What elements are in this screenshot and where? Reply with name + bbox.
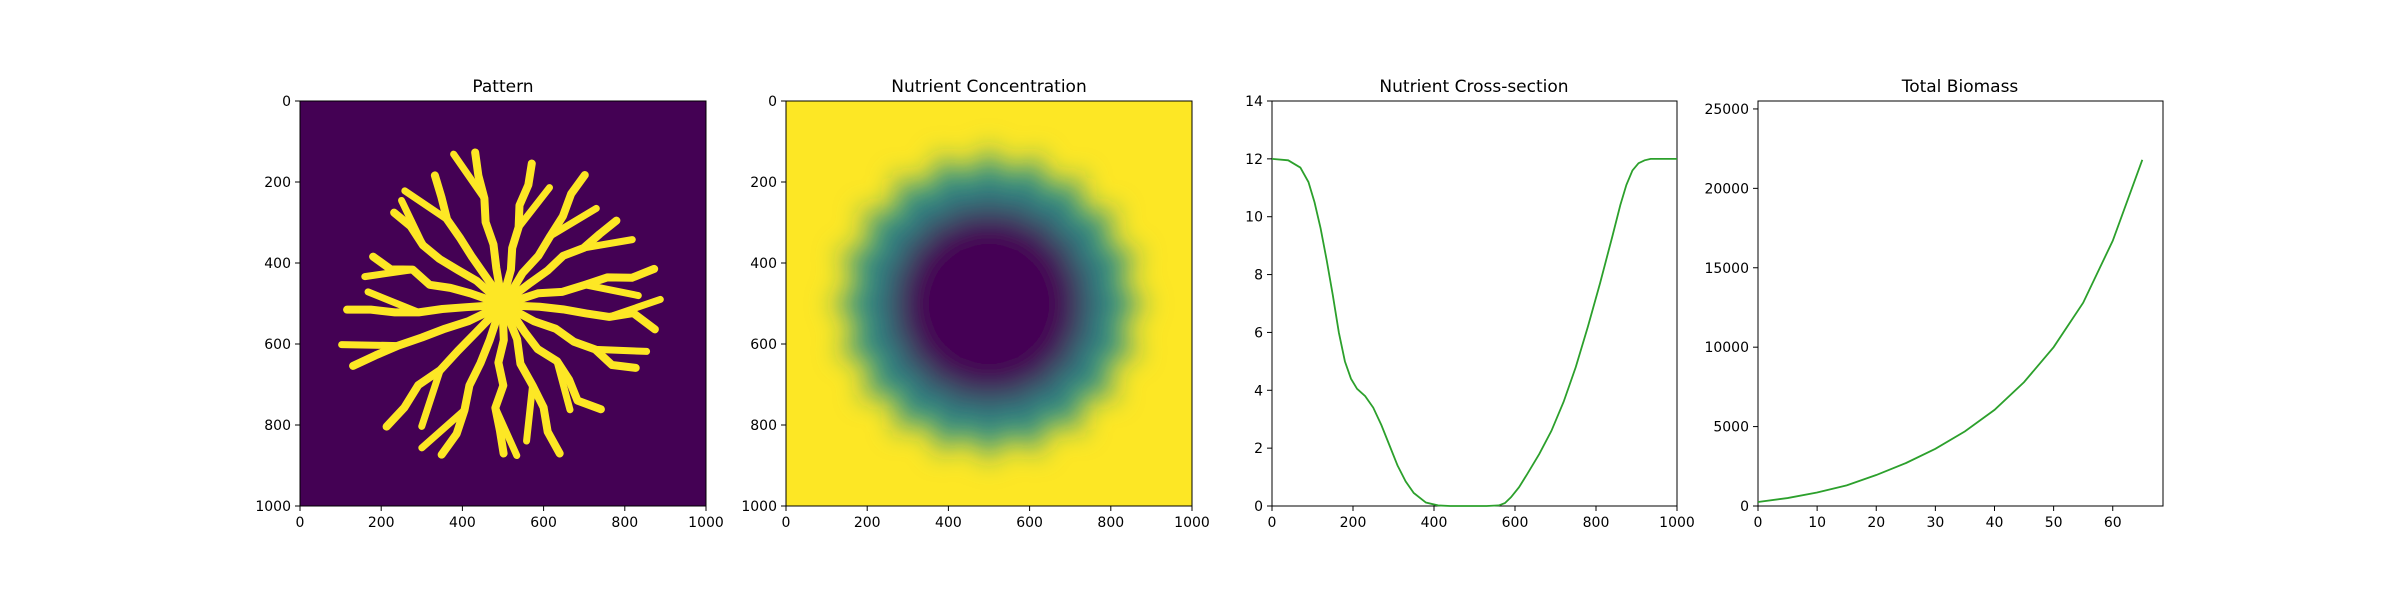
x-tick-label: 800 <box>1583 515 1610 531</box>
y-tick-label: 600 <box>264 337 291 353</box>
y-tick-label: 8 <box>1254 268 1263 284</box>
x-tick-label: 800 <box>1097 515 1124 531</box>
colony-sub-branch <box>361 266 417 281</box>
colony-sub-branch <box>553 357 574 414</box>
x-tick-label: 600 <box>1016 515 1043 531</box>
x-tick-label: 200 <box>368 515 395 531</box>
colony-branch <box>509 216 621 300</box>
pattern-panel: Pattern 0 200 400 600 800 1000 0 200 400 600 800 10… <box>255 77 723 531</box>
colony-sub-branch <box>401 187 451 223</box>
nutrient-frame <box>785 100 1193 507</box>
colony-sub-branch <box>364 288 423 316</box>
colony-sub-branch <box>418 366 444 430</box>
y-tick-label: 0 <box>1254 499 1263 515</box>
cross-section-plot-area <box>1271 100 1678 507</box>
x-tick-label: 800 <box>611 515 638 531</box>
colony-branch <box>430 171 501 297</box>
pattern-branches <box>338 148 664 460</box>
colony-sub-branch <box>581 281 642 300</box>
colony-branch <box>349 306 496 370</box>
cross-section-line <box>1271 157 1677 507</box>
nutrient-concentration-title: Nutrient Concentration <box>891 77 1086 97</box>
x-tick-label: 30 <box>1926 515 1944 531</box>
y-tick-label: 10000 <box>1704 340 1749 356</box>
y-tick-label: 20000 <box>1704 181 1749 197</box>
y-tick-label: 600 <box>750 337 777 353</box>
x-tick-label: 0 <box>1754 515 1763 531</box>
x-tick-label: 600 <box>1502 515 1529 531</box>
x-tick-label: 1000 <box>1659 515 1695 531</box>
y-tick-label: 0 <box>768 94 777 110</box>
colony-branch <box>512 301 659 334</box>
nutrient-depletion-core <box>857 172 1121 436</box>
y-tick-label: 200 <box>750 175 777 191</box>
y-tick-label: 0 <box>282 94 291 110</box>
biomass-line <box>1757 159 2144 503</box>
total-biomass-title: Total Biomass <box>1901 77 2019 97</box>
x-tick-label: 200 <box>1340 515 1367 531</box>
biomass-plot-area <box>1757 100 2164 507</box>
pattern-axes: 0 200 400 600 800 1000 0 200 400 600 800 1000 <box>255 94 723 531</box>
x-tick-label: 60 <box>2104 515 2122 531</box>
x-tick-label: 0 <box>296 515 305 531</box>
colony-branch <box>471 148 505 295</box>
nutrient-cross-section-axes: 0 200 400 600 800 1000 0 2 4 6 8 10 12 14 <box>1245 94 1695 531</box>
y-tick-label: 200 <box>264 175 291 191</box>
x-tick-label: 10 <box>1808 515 1826 531</box>
colony-branch <box>437 312 502 459</box>
y-tick-label: 25000 <box>1704 102 1749 118</box>
y-tick-label: 0 <box>1740 499 1749 515</box>
colony-sub-branch <box>338 341 402 350</box>
x-tick-label: 200 <box>854 515 881 531</box>
y-tick-label: 400 <box>750 256 777 272</box>
y-tick-label: 1000 <box>255 499 291 515</box>
x-tick-label: 0 <box>782 515 791 531</box>
x-tick-label: 400 <box>1421 515 1448 531</box>
nutrient-cross-section-title: Nutrient Cross-section <box>1379 77 1568 97</box>
nutrient-cross-section-panel: Nutrient Cross-section 0 200 400 600 800 1000… <box>1245 77 1695 531</box>
total-biomass-axes: 0 10 20 30 40 50 60 0 5000 10000 15000 20000 25000 <box>1704 102 2121 531</box>
y-tick-label: 400 <box>264 256 291 272</box>
x-tick-label: 50 <box>2045 515 2063 531</box>
y-tick-label: 800 <box>750 418 777 434</box>
y-tick-label: 1000 <box>741 499 777 515</box>
colony-sub-branch <box>418 406 468 452</box>
y-tick-label: 10 <box>1245 210 1263 226</box>
colony-sub-branch <box>605 295 664 321</box>
colony-sub-branch <box>546 204 600 240</box>
colony-branch <box>510 306 640 372</box>
y-tick-label: 800 <box>264 418 291 434</box>
colony-core <box>486 287 520 321</box>
colony-sub-branch <box>491 404 521 460</box>
colony-sub-branch <box>591 345 651 355</box>
total-biomass-panel: Total Biomass 0 10 20 30 40 50 60 0 5000 10000 150… <box>1704 77 2164 531</box>
colony-sub-branch <box>450 150 488 202</box>
pattern-title: Pattern <box>472 77 533 97</box>
x-tick-label: 400 <box>449 515 476 531</box>
x-tick-label: 20 <box>1867 515 1885 531</box>
x-tick-label: 600 <box>530 515 557 531</box>
y-tick-label: 4 <box>1254 383 1263 399</box>
x-tick-label: 400 <box>935 515 962 531</box>
x-tick-label: 1000 <box>1174 515 1210 531</box>
x-tick-label: 1000 <box>688 515 724 531</box>
nutrient-concentration-axes: 0 200 400 600 800 1000 0 200 400 600 800 1000 <box>741 94 1209 531</box>
y-tick-label: 14 <box>1245 94 1263 110</box>
colony-sub-branch <box>515 184 554 231</box>
y-tick-label: 12 <box>1245 152 1263 168</box>
colony-sub-branch <box>523 381 537 445</box>
x-tick-label: 0 <box>1268 515 1277 531</box>
colony-branch <box>491 313 508 458</box>
y-tick-label: 6 <box>1254 325 1263 341</box>
x-tick-label: 40 <box>1986 515 2004 531</box>
pattern-frame <box>299 100 707 507</box>
nutrient-concentration-panel: Nutrient Concentration 0 200 400 600 800 1000… <box>741 77 1209 531</box>
y-tick-label: 5000 <box>1713 420 1749 436</box>
y-tick-label: 2 <box>1254 441 1263 457</box>
colony-sub-branch <box>580 236 636 252</box>
y-tick-label: 15000 <box>1704 261 1749 277</box>
colony-sub-branch <box>398 196 427 249</box>
